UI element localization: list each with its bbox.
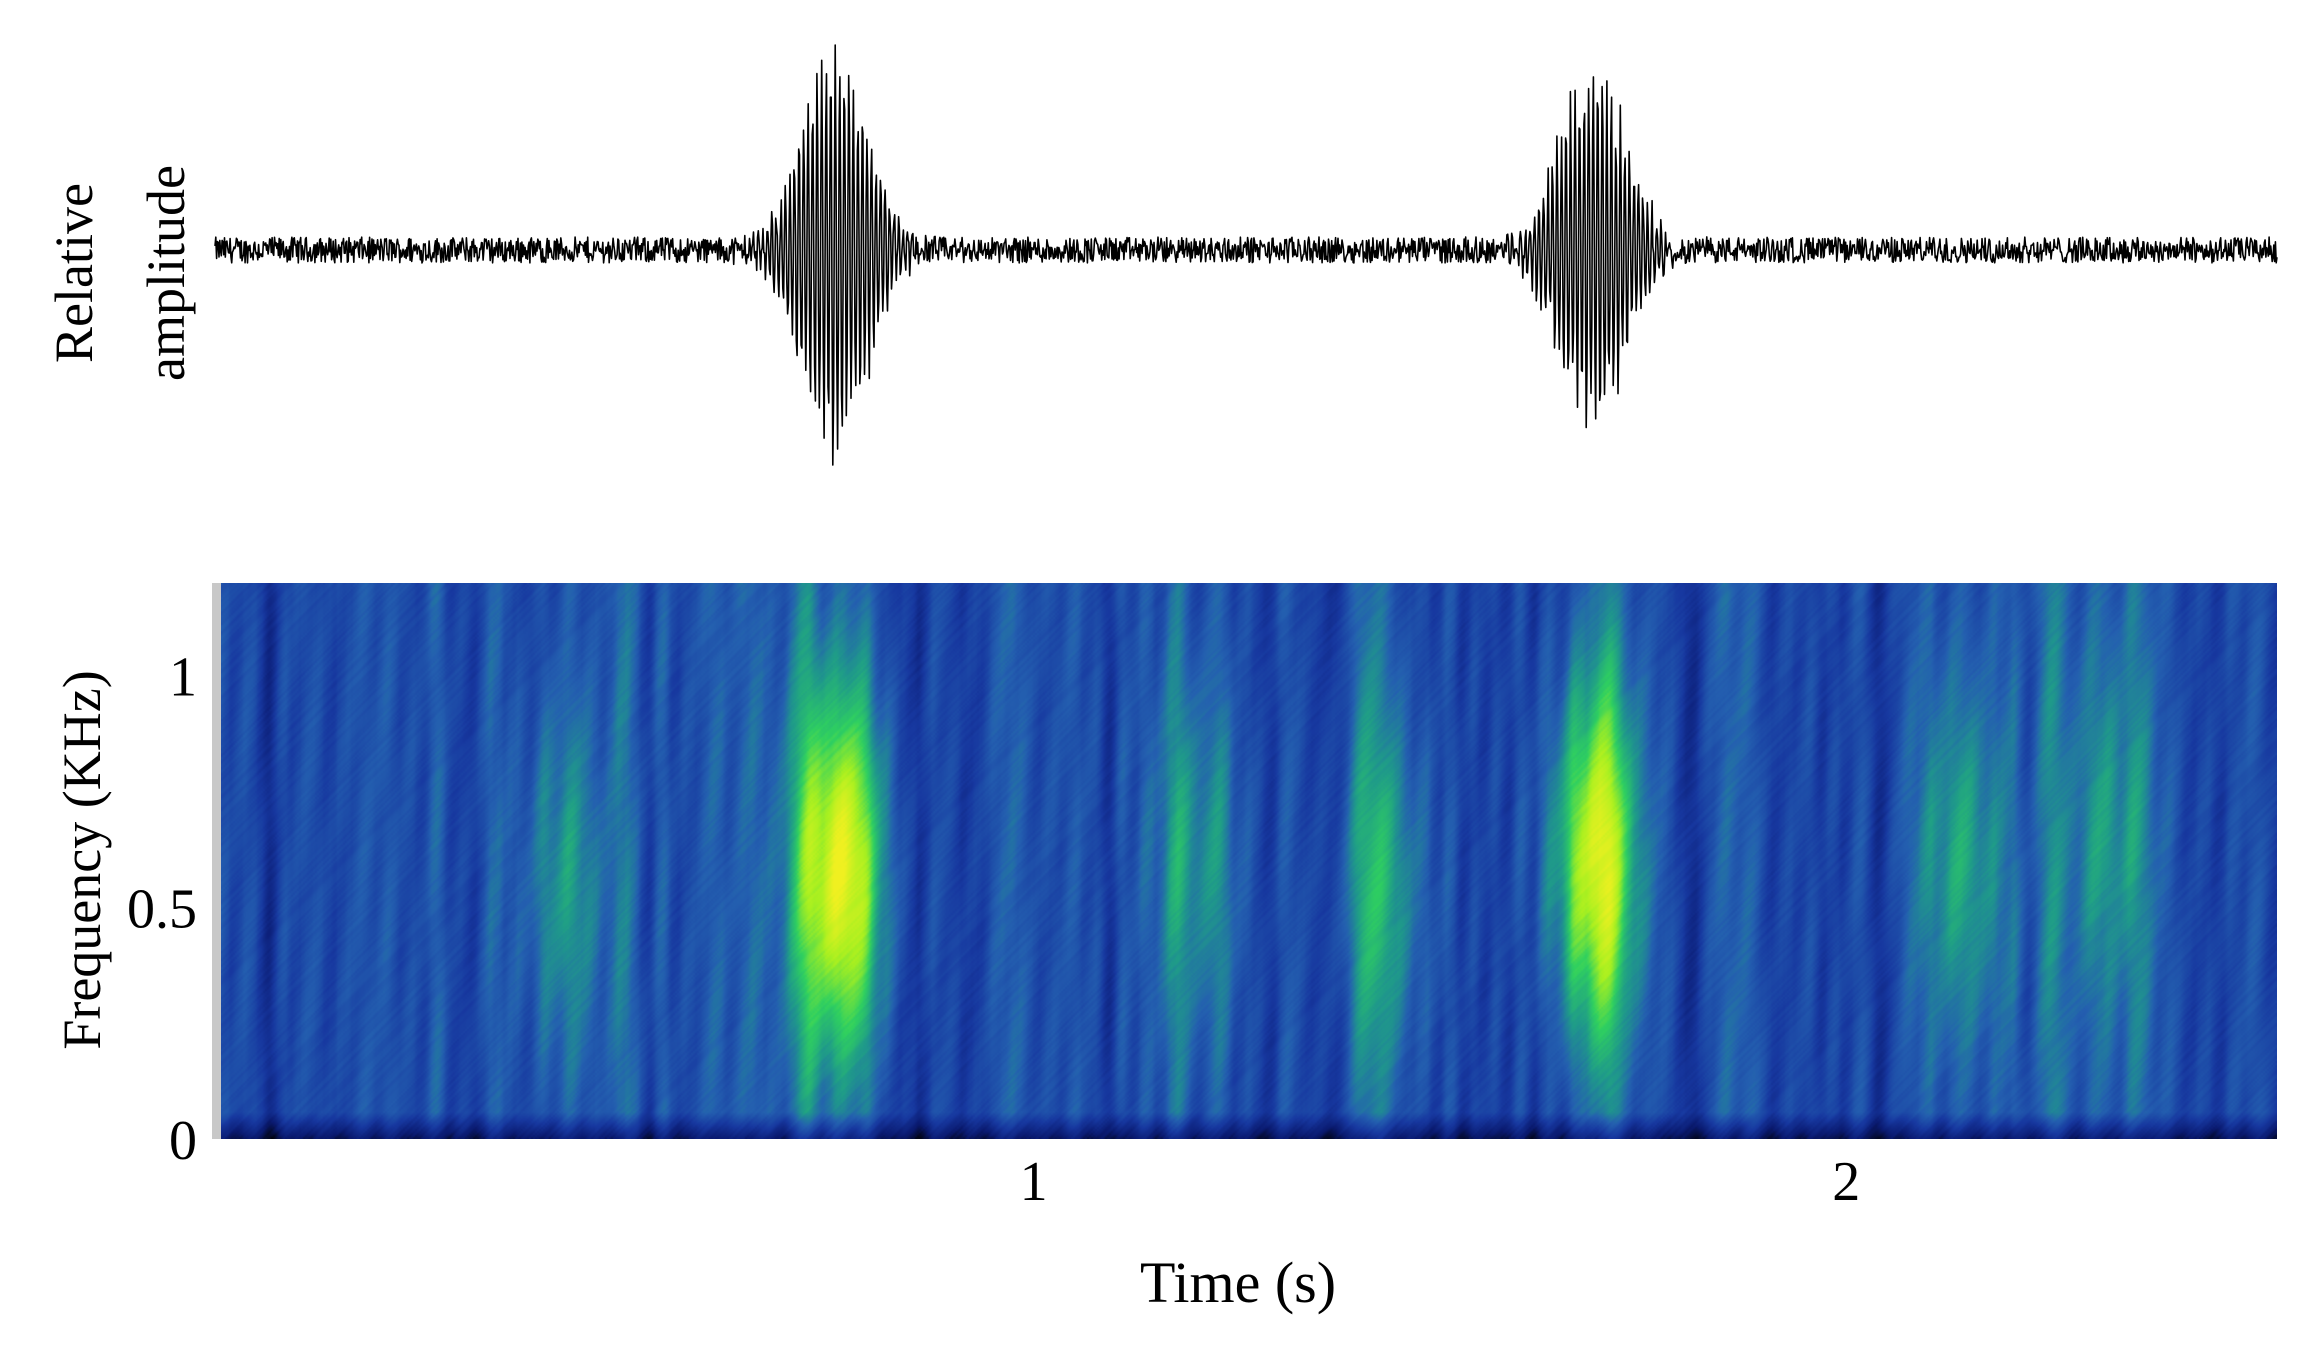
x-tick-label-1: 2 — [1832, 1151, 1860, 1213]
waveform-ylabel-line2: amplitude — [136, 165, 196, 381]
x-tick-label-0: 1 — [1020, 1151, 1048, 1213]
waveform-panel: Relative amplitude — [44, 44, 2278, 466]
waveform-ylabel-line1: Relative — [44, 183, 104, 363]
spectrogram-heatmap — [221, 583, 2277, 1139]
spectrogram-xlabel: Time (s) — [1140, 1250, 1336, 1315]
spectrogram-left-strip — [212, 583, 221, 1139]
spectrogram-ylabel: Frequency (KHz) — [52, 670, 112, 1049]
spectrogram-y-ticks: 00.51 — [127, 647, 197, 1172]
waveform-line — [214, 44, 2278, 466]
y-tick-label-0: 0 — [169, 1110, 197, 1172]
y-tick-label-1: 0.5 — [127, 878, 197, 940]
y-tick-label-2: 1 — [169, 647, 197, 709]
